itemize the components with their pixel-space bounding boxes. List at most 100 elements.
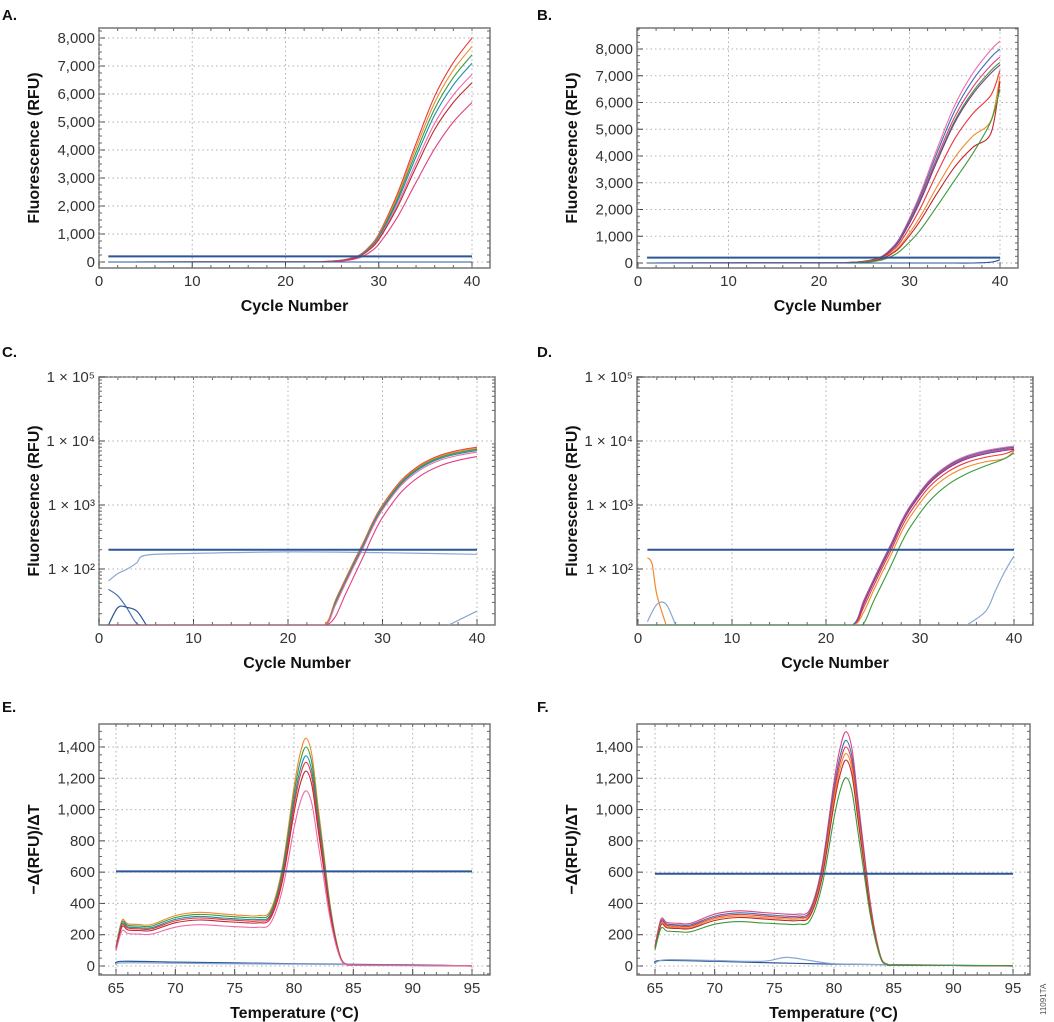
- y-tick-label: 3,000: [595, 175, 633, 192]
- y-tick-label: 1,000: [595, 802, 633, 819]
- y-tick-label: 1 × 10⁵: [47, 369, 95, 386]
- y-axis-title: Fluorescence (RFU): [564, 72, 581, 223]
- series-group: [115, 737, 473, 967]
- x-axis-title: Cycle Number: [774, 298, 882, 315]
- y-tick-label: 7,000: [595, 68, 633, 85]
- x-tick-label: 10: [185, 630, 202, 647]
- x-tick-label: 10: [724, 630, 741, 647]
- x-tick-label: 65: [108, 980, 125, 997]
- y-tick-label: 1,000: [57, 226, 95, 243]
- x-tick-label: 95: [464, 980, 481, 997]
- panel-label: E.: [2, 699, 16, 716]
- series-group: [654, 731, 1014, 967]
- x-tick-label: 40: [992, 273, 1009, 290]
- y-tick-label: 1 × 10⁴: [584, 433, 633, 450]
- x-axis-title: Cycle Number: [241, 298, 349, 315]
- plot-area: [636, 723, 1031, 976]
- y-tick-label: 600: [70, 864, 95, 881]
- y-tick-label: 2,000: [57, 198, 95, 215]
- y-axis-title: Fluorescence (RFU): [26, 72, 43, 223]
- y-tick-label: 1 × 10³: [48, 497, 95, 514]
- y-axis-title: −Δ(RFU)/ΔT: [26, 804, 43, 894]
- x-tick-label: 0: [634, 630, 642, 647]
- panel-label: D.: [537, 344, 552, 361]
- y-tick-label: 1,400: [57, 739, 95, 756]
- y-tick-label: 600: [608, 864, 633, 881]
- x-axis-title: Cycle Number: [781, 655, 889, 672]
- control-line: [966, 555, 1015, 625]
- control-line: [107, 605, 147, 625]
- chart-panel-c: C. 0 10 20 30 40 1 × 10² 1 × 10³ 1 × 10⁴ 1 × 10⁵ C…: [2, 344, 496, 672]
- y-tick-label: 4,000: [57, 142, 95, 159]
- x-tick-label: 80: [826, 980, 843, 997]
- y-axis-title: Fluorescence (RFU): [26, 425, 43, 576]
- control-line: [448, 610, 478, 625]
- panel-label: C.: [2, 344, 17, 361]
- series-group: [646, 445, 1015, 625]
- series-line: [108, 456, 478, 625]
- y-tick-label: 800: [70, 833, 95, 850]
- y-tick-label: 0: [87, 254, 95, 271]
- x-tick-label: 90: [404, 980, 421, 997]
- y-tick-label: 5,000: [595, 121, 633, 138]
- x-tick-label: 10: [720, 273, 737, 290]
- x-tick-label: 40: [1006, 630, 1023, 647]
- y-axis-title: Fluorescence (RFU): [564, 425, 581, 576]
- control-line: [108, 588, 147, 625]
- panel-label: A.: [2, 7, 17, 24]
- x-tick-label: 75: [766, 980, 783, 997]
- y-tick-label: 1 × 10⁴: [46, 433, 95, 450]
- panel-label: B.: [537, 7, 552, 24]
- y-tick-label: 5,000: [57, 114, 95, 131]
- x-tick-label: 85: [885, 980, 902, 997]
- x-tick-label: 0: [95, 630, 103, 647]
- y-tick-label: 400: [608, 895, 633, 912]
- x-axis-title: Temperature (°C): [769, 1005, 898, 1022]
- y-tick-label: 3,000: [57, 170, 95, 187]
- y-tick-label: 6,000: [57, 86, 95, 103]
- x-tick-label: 70: [706, 980, 723, 997]
- series-line: [115, 790, 472, 967]
- series-group: [107, 446, 478, 625]
- x-tick-label: 10: [184, 273, 201, 290]
- series-line: [647, 450, 1015, 625]
- control-line: [646, 557, 667, 625]
- y-tick-label: 1,000: [57, 802, 95, 819]
- x-tick-label: 20: [277, 273, 294, 290]
- x-tick-label: 80: [286, 980, 303, 997]
- x-tick-label: 95: [1005, 980, 1022, 997]
- y-tick-label: 7,000: [57, 58, 95, 75]
- y-tick-label: 0: [87, 958, 95, 975]
- x-tick-label: 40: [469, 630, 486, 647]
- y-tick-label: 1,000: [595, 228, 633, 245]
- x-tick-label: 90: [945, 980, 962, 997]
- x-tick-label: 30: [370, 273, 387, 290]
- y-tick-label: 8,000: [57, 30, 95, 47]
- x-tick-label: 40: [464, 273, 481, 290]
- x-tick-label: 0: [95, 273, 103, 290]
- x-axis-title: Temperature (°C): [230, 1005, 359, 1022]
- x-tick-label: 70: [167, 980, 184, 997]
- series-group: [646, 40, 1001, 264]
- y-tick-label: 1,200: [595, 770, 633, 787]
- series-line: [647, 259, 1001, 264]
- y-tick-label: 1,200: [57, 770, 95, 787]
- series-line: [647, 449, 1015, 625]
- series-line: [654, 777, 1014, 967]
- x-tick-label: 65: [647, 980, 664, 997]
- series-line: [108, 449, 478, 625]
- y-tick-label: 1 × 10⁵: [585, 369, 633, 386]
- x-tick-label: 85: [345, 980, 362, 997]
- y-tick-label: 800: [608, 833, 633, 850]
- y-tick-label: 1 × 10²: [48, 561, 95, 578]
- x-tick-label: 30: [374, 630, 391, 647]
- chart-panel-b: B. 0 10 20 30 40 0 1,000 2,000 3,000 4,000 5,000 6,0…: [537, 7, 1019, 315]
- y-tick-label: 1,400: [595, 739, 633, 756]
- series-line: [647, 448, 1015, 625]
- x-tick-label: 20: [818, 630, 835, 647]
- y-tick-label: 4,000: [595, 148, 633, 165]
- plot-area: [98, 376, 496, 626]
- y-tick-label: 1 × 10²: [586, 561, 633, 578]
- y-tick-label: 8,000: [595, 41, 633, 58]
